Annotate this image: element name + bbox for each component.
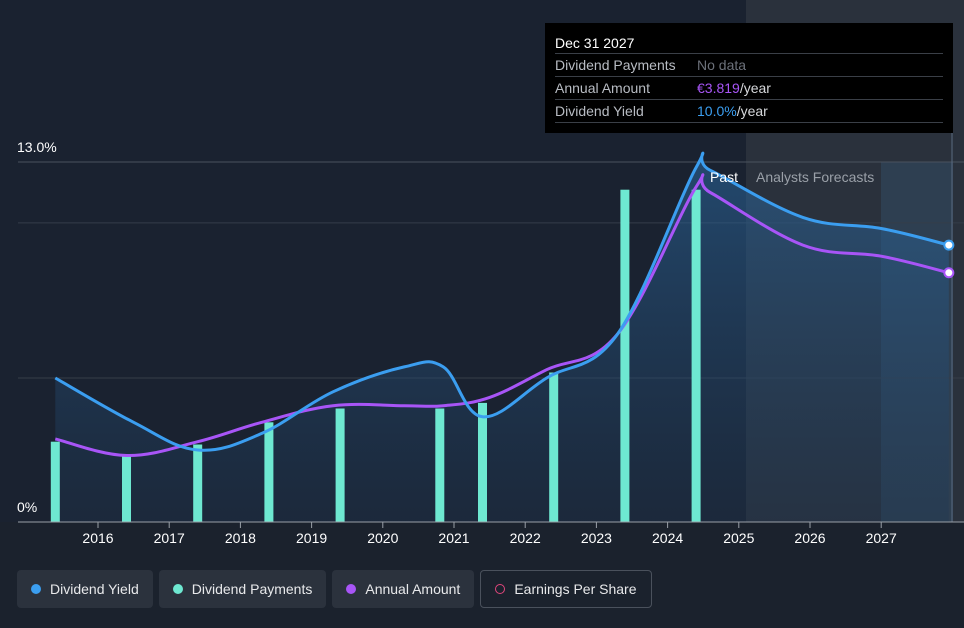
- annual-amount-end-marker: [943, 267, 955, 279]
- tooltip-row-dividend-payments: Dividend Payments No data: [555, 54, 943, 77]
- tooltip-suffix: /year: [739, 80, 771, 96]
- y-axis-min-label: 0%: [17, 499, 37, 515]
- dividend-payment-bar: [691, 189, 701, 522]
- legend-label: Dividend Yield: [50, 581, 139, 597]
- legend-dot-icon: [31, 584, 41, 594]
- x-tick-label: 2026: [794, 530, 825, 546]
- tooltip-date: Dec 31 2027: [555, 33, 943, 54]
- legend-annual-amount[interactable]: Annual Amount: [332, 570, 475, 608]
- dividend-yield-line: [54, 151, 950, 452]
- dividend-payment-bar: [478, 402, 487, 522]
- chart-legend: Dividend Yield Dividend Payments Annual …: [17, 570, 652, 608]
- x-tick-label: 2023: [581, 530, 612, 546]
- legend-dividend-yield[interactable]: Dividend Yield: [17, 570, 153, 608]
- x-tick-label: 2020: [367, 530, 398, 546]
- dividend-yield-end-marker: [943, 239, 955, 251]
- dividend-payment-bar: [435, 408, 445, 522]
- legend-dot-icon: [346, 584, 357, 594]
- dividend-payment-bar: [549, 372, 559, 522]
- legend-ring-icon: [495, 584, 506, 594]
- tooltip-value: €3.819: [697, 80, 740, 96]
- legend-earnings-per-share[interactable]: Earnings Per Share: [480, 570, 652, 608]
- forecast-label: Analysts Forecasts: [756, 169, 874, 185]
- tooltip-row-annual-amount: Annual Amount €3.819 /year: [555, 77, 943, 100]
- tooltip-row-dividend-yield: Dividend Yield 10.0% /year: [555, 100, 943, 123]
- legend-dot-icon: [172, 584, 183, 594]
- past-label: Past: [710, 169, 738, 185]
- dividend-yield-area: [55, 153, 949, 522]
- dividend-payment-bars: [50, 189, 701, 522]
- x-tick-label: 2024: [652, 530, 683, 546]
- dividend-payment-bar: [50, 441, 60, 522]
- legend-label: Dividend Payments: [191, 581, 313, 597]
- tooltip-value: No data: [697, 57, 747, 73]
- tooltip-label: Dividend Yield: [555, 103, 644, 119]
- dividend-payment-bar: [264, 422, 274, 522]
- dividend-payment-bar: [122, 455, 131, 522]
- chart-tooltip: Dec 31 2027 Dividend Payments No data An…: [545, 23, 953, 133]
- x-tick-label: 2018: [225, 530, 256, 546]
- x-tick-label: 2022: [510, 530, 541, 546]
- dividend-payment-bar: [335, 408, 345, 522]
- annual-amount-line: [54, 173, 950, 458]
- x-tick-label: 2025: [723, 530, 754, 546]
- legend-label: Annual Amount: [365, 581, 461, 597]
- x-tick-label: 2016: [82, 530, 113, 546]
- x-axis-ticks: 2016 2017 2018 2019 2020 2021 2022 2023 2024 2025…: [82, 522, 897, 546]
- x-tick-label: 2017: [154, 530, 185, 546]
- x-tick-label: 2027: [866, 530, 897, 546]
- legend-dividend-payments[interactable]: Dividend Payments: [158, 570, 327, 608]
- tooltip-label: Dividend Payments: [555, 57, 676, 73]
- tooltip-suffix: /year: [736, 103, 768, 119]
- x-tick-label: 2021: [438, 530, 469, 546]
- tooltip-label: Annual Amount: [555, 80, 650, 96]
- tooltip-value: 10.0%: [697, 103, 737, 119]
- dividend-payment-bar: [193, 444, 203, 522]
- x-tick-label: 2019: [296, 530, 327, 546]
- legend-label: Earnings Per Share: [514, 581, 637, 597]
- y-axis-max-label: 13.0%: [17, 139, 57, 155]
- dividend-payment-bar: [620, 189, 630, 522]
